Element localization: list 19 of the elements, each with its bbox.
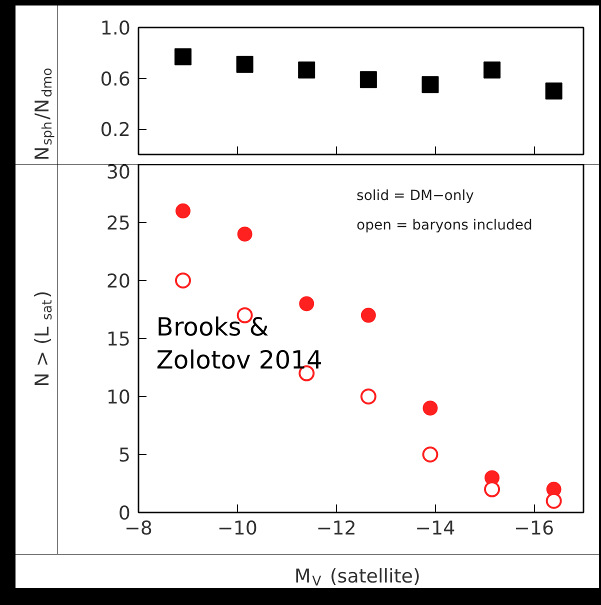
y-tick-label: 0 [118, 502, 131, 524]
x-tick-label: −10 [217, 518, 258, 540]
annotation: Brooks & Zolotov 2014 [156, 312, 322, 375]
y-tick-label: 15 [106, 328, 131, 350]
y-tick-label: 20 [106, 270, 131, 292]
annotation: solid = DM−only [356, 188, 474, 204]
x-tick-label: −14 [415, 518, 456, 540]
y-tick-label: 30 [106, 162, 131, 184]
y-tick-label: 1.0 [100, 18, 130, 40]
y-tick-label: 0.2 [100, 119, 130, 142]
y-tick-label: 10 [106, 386, 131, 408]
annotation: open = baryons included [356, 217, 532, 234]
x-tick-label: −12 [316, 518, 356, 540]
x-tick-label: −16 [514, 518, 554, 540]
y-axis-title: N > (Lsat) [32, 290, 56, 387]
y-tick-label: 0.6 [100, 68, 130, 90]
y-tick-label: 5 [118, 444, 131, 466]
y-tick-label: 25 [106, 212, 131, 234]
y-axis-title: Nsph/Ndmo [32, 68, 56, 161]
